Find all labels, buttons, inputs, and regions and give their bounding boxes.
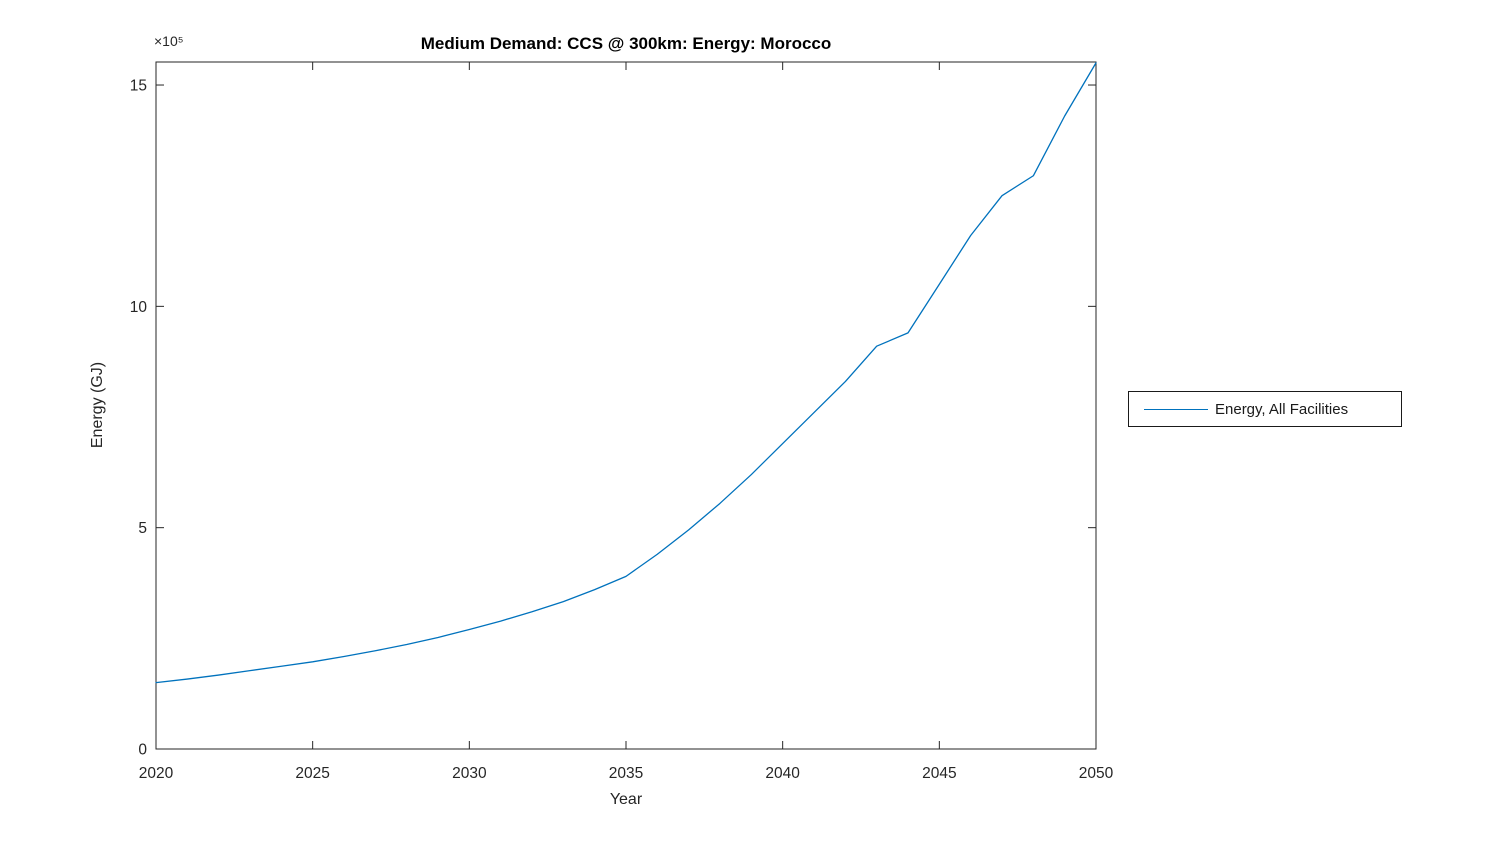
legend-line-swatch xyxy=(1144,408,1208,410)
y-axis-multiplier: ×10⁵ xyxy=(154,33,184,49)
y-tick-label: 0 xyxy=(138,742,147,759)
x-tick-label: 2040 xyxy=(765,765,800,782)
x-tick-label: 2050 xyxy=(1079,765,1114,782)
legend: Energy, All Facilities xyxy=(1128,391,1402,427)
axes-box xyxy=(155,61,1097,750)
x-tick-label: 2045 xyxy=(922,765,956,782)
y-tick-label: 10 xyxy=(130,299,148,316)
legend-entry-label: Energy, All Facilities xyxy=(1215,400,1349,418)
chart-title: Medium Demand: CCS @ 300km: Energy: Moro… xyxy=(420,34,832,53)
x-tick-label: 2030 xyxy=(452,765,487,782)
x-axis-label: Year xyxy=(609,791,643,808)
y-tick-label: 15 xyxy=(130,78,147,95)
x-tick-label: 2025 xyxy=(295,765,329,782)
series-line xyxy=(155,62,1097,684)
x-tick-label: 2020 xyxy=(139,765,174,782)
x-tick-label: 2035 xyxy=(609,765,643,782)
y-tick-label: 5 xyxy=(138,520,147,537)
